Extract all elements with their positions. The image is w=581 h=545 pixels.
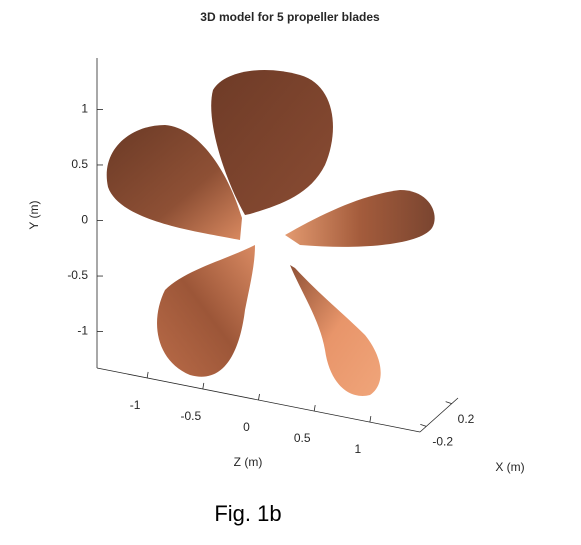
z-tick-label: 1	[355, 442, 362, 456]
z-tick-label: 0.5	[294, 431, 311, 445]
x-tick-label: 0.2	[458, 412, 475, 426]
x-tick	[420, 423, 427, 427]
z-tick-label: -0.5	[180, 409, 201, 423]
y-tick-label: -1	[77, 324, 88, 338]
y-tick-label: 0	[81, 213, 88, 227]
x-tick-label: -0.2	[432, 435, 453, 449]
y-axis-label: Y (m)	[27, 200, 41, 229]
z-tick	[202, 382, 205, 390]
chart-title: 3D model for 5 propeller blades	[200, 10, 380, 24]
x-tick	[445, 401, 452, 405]
z-tick-label: 0	[243, 420, 250, 434]
caption: Fig. 1b	[214, 501, 281, 526]
blades	[106, 70, 435, 396]
z-tick	[146, 371, 149, 378]
z-tick-label: -1	[130, 398, 141, 412]
blade	[106, 125, 243, 240]
x-axis	[419, 397, 459, 433]
blade	[290, 265, 381, 396]
z-tick	[369, 416, 372, 423]
y-tick-label: -0.5	[67, 268, 88, 282]
z-tick	[313, 404, 316, 412]
blade	[211, 70, 333, 215]
blade	[157, 245, 255, 377]
x-axis-label: X (m)	[495, 460, 524, 474]
z-tick	[258, 393, 260, 401]
y-tick-label: 0.5	[71, 157, 88, 171]
z-axis-label: Z (m)	[234, 455, 263, 469]
y-tick-label: 1	[81, 102, 88, 116]
blade	[285, 190, 435, 247]
